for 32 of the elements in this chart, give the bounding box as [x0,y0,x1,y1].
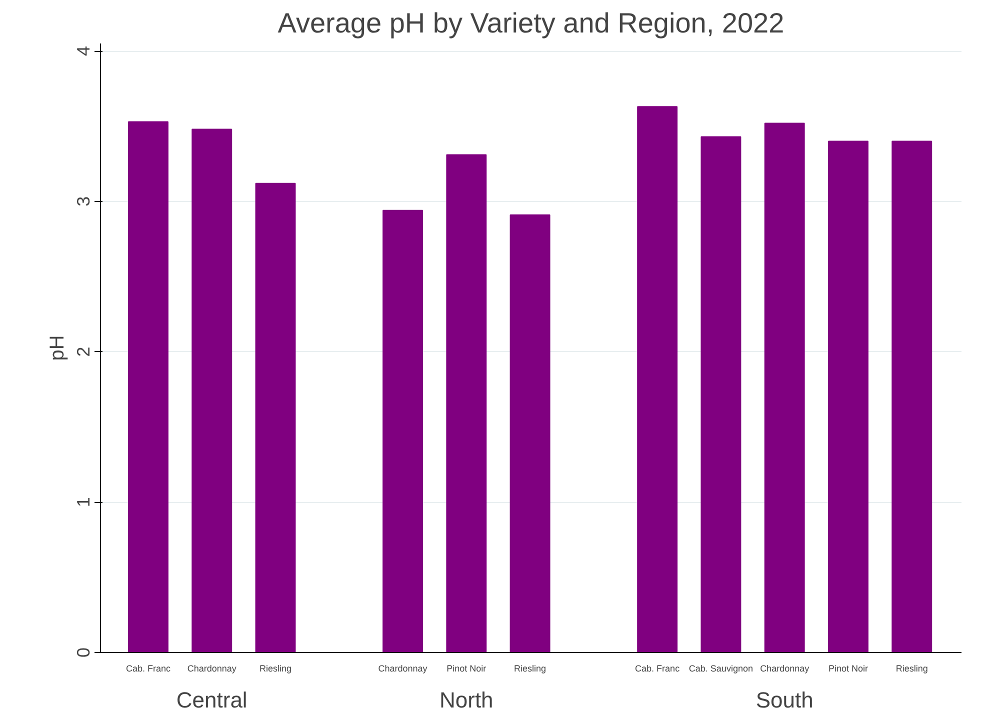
x-tick-label: Pinot Noir [828,664,868,674]
y-axis-title: pH [46,335,68,361]
y-tick-label: 3 [74,196,94,206]
bar [764,122,805,652]
x-tick-label: Chardonnay [187,664,237,674]
bar [446,154,487,652]
bar [828,140,868,652]
y-tick-label: 4 [74,46,94,56]
x-tick-label: Cab. Sauvignon [688,664,753,674]
bar [128,121,168,652]
x-tick-label: Chardonnay [378,664,428,674]
bar [192,128,232,652]
x-tick-label: Riesling [896,664,928,674]
bar [510,214,550,652]
text: North [440,688,494,712]
y-tick-label: 0 [74,647,94,658]
x-tick-label: Riesling [259,664,292,674]
y-tick-label: 2 [74,346,94,357]
x-tick-label: Cab. Franc [635,664,680,674]
bar [700,136,742,652]
bar [382,210,423,652]
bar [892,140,932,652]
bar [637,106,678,652]
chart-title: Average pH by Variety and Region, 2022 [278,8,784,38]
text: South [756,688,814,712]
x-tick-label: Cab. Franc [126,664,171,674]
x-tick-label: Pinot Noir [446,664,486,674]
bar [255,182,296,652]
x-tick-label: Riesling [514,664,546,674]
text: Central [176,688,248,712]
y-tick-label: 1 [74,497,94,508]
x-tick-label: Chardonnay [760,664,810,674]
